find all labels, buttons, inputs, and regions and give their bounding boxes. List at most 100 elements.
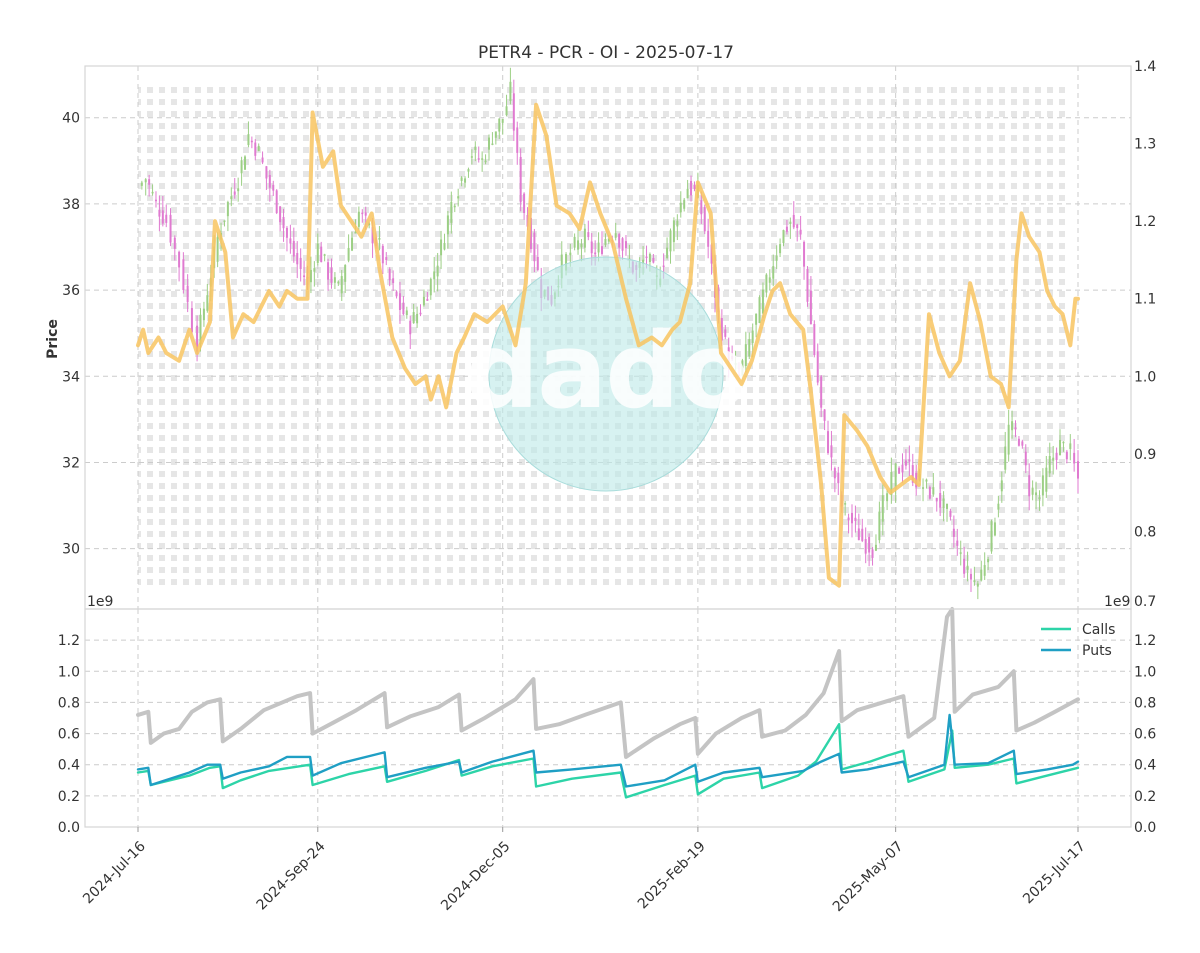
candle-body [607, 238, 610, 242]
candle-body [357, 211, 360, 227]
candle-body [450, 201, 453, 223]
candle-body [727, 347, 730, 367]
candle-body [624, 241, 627, 249]
candle-body [963, 558, 966, 574]
candle-body [351, 237, 354, 251]
puts-oi-line [136, 713, 1080, 788]
price-tick-label: 40 [62, 111, 80, 127]
candle-body [854, 517, 857, 522]
oi-right-tick-label: 0.8 [1134, 695, 1156, 711]
candle-body [354, 232, 357, 234]
candle-body [416, 313, 419, 324]
candle-body [453, 205, 456, 208]
candle-body [935, 497, 938, 502]
candle-body [666, 247, 669, 259]
candle-body [792, 214, 795, 228]
candle-body [734, 362, 737, 365]
candle-body [169, 214, 172, 243]
pcr-axis-ticks: 0.8 0.9 1.0 1.1 1.2 1.3 1.4 [1134, 59, 1156, 540]
candle-body [874, 544, 877, 551]
candle-body [402, 302, 405, 315]
candle-body [1028, 475, 1031, 497]
candle-body [809, 290, 812, 325]
candle-body [327, 262, 330, 280]
candle-body [361, 212, 364, 215]
candle-body [296, 252, 299, 265]
pcr-tick-label: 1.3 [1134, 137, 1156, 153]
candle-body [470, 156, 473, 158]
candle-body [371, 226, 374, 244]
pcr-line [136, 102, 1080, 588]
candle-body [433, 271, 436, 280]
candle-body [299, 257, 302, 270]
candle-body [690, 180, 693, 196]
candle-body [904, 460, 907, 466]
candle-body [565, 254, 568, 271]
pcr-line-group [136, 102, 1080, 588]
candle-body [1077, 461, 1079, 479]
candle-body [244, 156, 247, 170]
price-tick-label: 32 [62, 455, 80, 471]
candle-body [928, 487, 931, 499]
candle-body [340, 276, 343, 294]
candle-body [642, 259, 645, 264]
candle-body [1035, 492, 1038, 496]
price-axis-ticks: 30 32 34 36 38 40 [62, 111, 80, 558]
candle-body [237, 188, 240, 192]
candle-body [426, 298, 429, 301]
candle-body [765, 274, 768, 293]
candle-body [768, 277, 771, 283]
candle-body [395, 291, 398, 297]
date-tick-label: 2024-Sep-24 [254, 838, 329, 913]
candle-body [980, 569, 983, 581]
candle-body [925, 479, 928, 482]
calls-oi-line [136, 723, 1080, 799]
candle-body [282, 216, 285, 229]
candle-body [405, 310, 408, 316]
candle-body [140, 182, 143, 186]
candle-body [744, 344, 747, 367]
candle-body [498, 118, 501, 132]
candle-body [419, 312, 422, 315]
candle-body [303, 275, 306, 278]
candle-body [737, 374, 740, 377]
candle-body [516, 127, 519, 153]
candle-body [1007, 424, 1010, 455]
price-tick-label: 36 [62, 283, 80, 299]
candle-body [993, 522, 996, 536]
candle-body [460, 177, 463, 181]
candle-body [381, 245, 384, 264]
candle-body [337, 281, 340, 284]
candle-body [257, 145, 260, 152]
candle-body [265, 166, 268, 179]
candle-body [173, 237, 176, 249]
candle-body [813, 324, 816, 356]
candle-body [731, 355, 734, 359]
pcr-tick-label: 1.2 [1134, 214, 1156, 230]
candle-body [1038, 497, 1041, 500]
candle-body [878, 511, 881, 541]
candle-body [803, 241, 806, 267]
candle-body [509, 81, 512, 101]
date-tick-label: 2025-Jul-17 [1020, 839, 1089, 908]
pcr-tick-label: 0.8 [1134, 524, 1156, 540]
legend-puts-label: Puts [1082, 643, 1112, 659]
oi-left-tick-label: 0.8 [58, 695, 80, 711]
candle-body [323, 254, 326, 256]
lower-plot-frame [84, 608, 1132, 828]
candle-body [388, 269, 391, 281]
candle-body [165, 214, 168, 223]
candle-body [922, 487, 925, 489]
candle-body [333, 277, 336, 283]
candle-body [378, 237, 381, 240]
candle-body [292, 240, 295, 257]
candle-body [949, 510, 952, 517]
pcr-tick-label: 1.4 [1134, 59, 1156, 75]
candle-body [206, 295, 209, 311]
candle-body [881, 495, 884, 522]
candle-body [679, 202, 682, 213]
candle-body [748, 339, 751, 357]
candle-body [1052, 457, 1055, 461]
candle-body [820, 376, 823, 408]
